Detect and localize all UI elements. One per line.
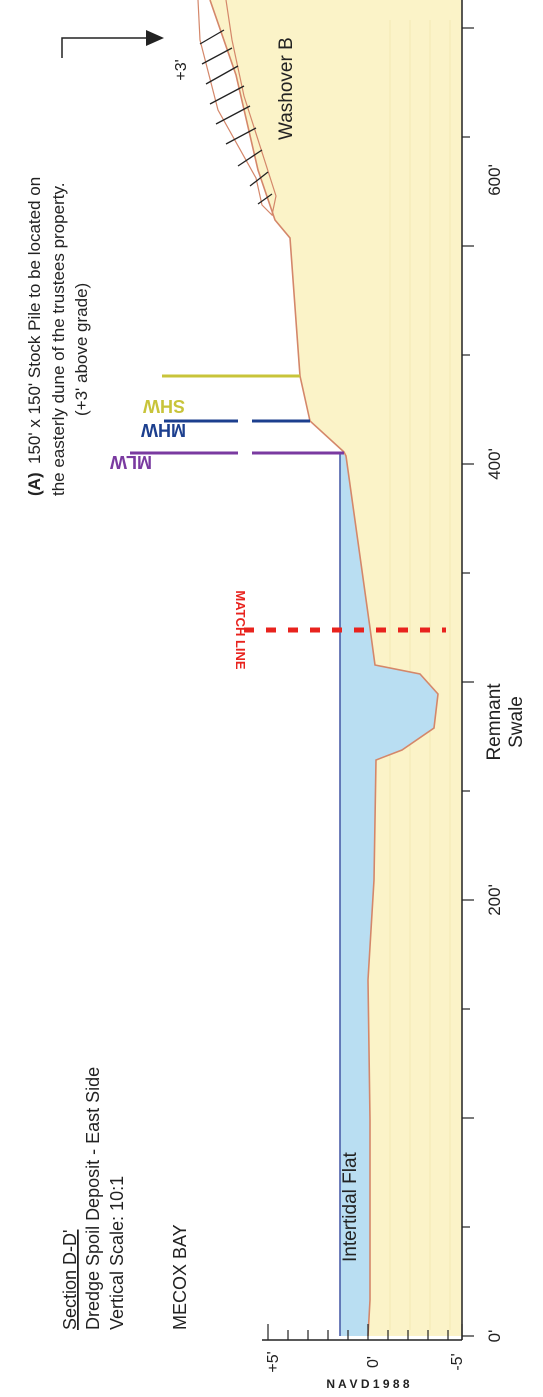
- location-label: MECOX BAY: [170, 1224, 190, 1330]
- note-line-2: the easterly dune of the trustees proper…: [49, 183, 68, 496]
- distance-tick-200: 200': [485, 884, 504, 916]
- washover-label: Washover B: [276, 37, 297, 140]
- stockpile-outline: [197, 0, 277, 217]
- sand-profile: [210, 0, 462, 1336]
- mhw-label: MHW: [141, 420, 186, 440]
- intertidal-flat-label: Intertidal Flat: [340, 1151, 361, 1262]
- vertical-scale: Vertical Scale: 10:1: [107, 1176, 127, 1330]
- remnant-swale-label-2: Swale: [506, 696, 527, 748]
- elevation-tick-plus5: +5': [265, 1351, 282, 1372]
- ground-line: [209, 0, 439, 1337]
- distance-tick-0: 0': [485, 1330, 504, 1343]
- stockpile-note: (A) 150' x 150' Stock Pile to be located…: [25, 177, 91, 496]
- distance-ticks: [462, 27, 474, 1337]
- section-title: Section D-D': [60, 1230, 80, 1330]
- remnant-swale-label-1: Remnant: [484, 683, 505, 761]
- section-subtitle: Dredge Spoil Deposit - East Side: [83, 1067, 103, 1330]
- note-line-1: 150' x 150' Stock Pile to be located on: [25, 177, 44, 464]
- note-leader-line: [61, 37, 148, 58]
- distance-tick-600: 600': [485, 164, 504, 196]
- datum-label: N A V D 1 9 8 8: [326, 1377, 409, 1391]
- match-line-label: MATCH LINE: [233, 590, 248, 670]
- mlw-label: MLW: [110, 452, 152, 472]
- note-arrowhead: [146, 30, 164, 46]
- elevation-tick-minus5: -5': [449, 1353, 466, 1370]
- note-marker: (A): [25, 472, 44, 496]
- distance-tick-400: 400': [485, 448, 504, 480]
- plus3-label: +3': [173, 59, 190, 80]
- elevation-ticks: [267, 1324, 463, 1340]
- elevation-tick-0: 0': [365, 1356, 382, 1368]
- stockpile-hatch: [199, 29, 273, 205]
- shw-label: SHW: [143, 396, 185, 416]
- title-block: Section D-D' Dredge Spoil Deposit - East…: [60, 1067, 190, 1330]
- note-line-3: (+3' above grade): [72, 283, 91, 416]
